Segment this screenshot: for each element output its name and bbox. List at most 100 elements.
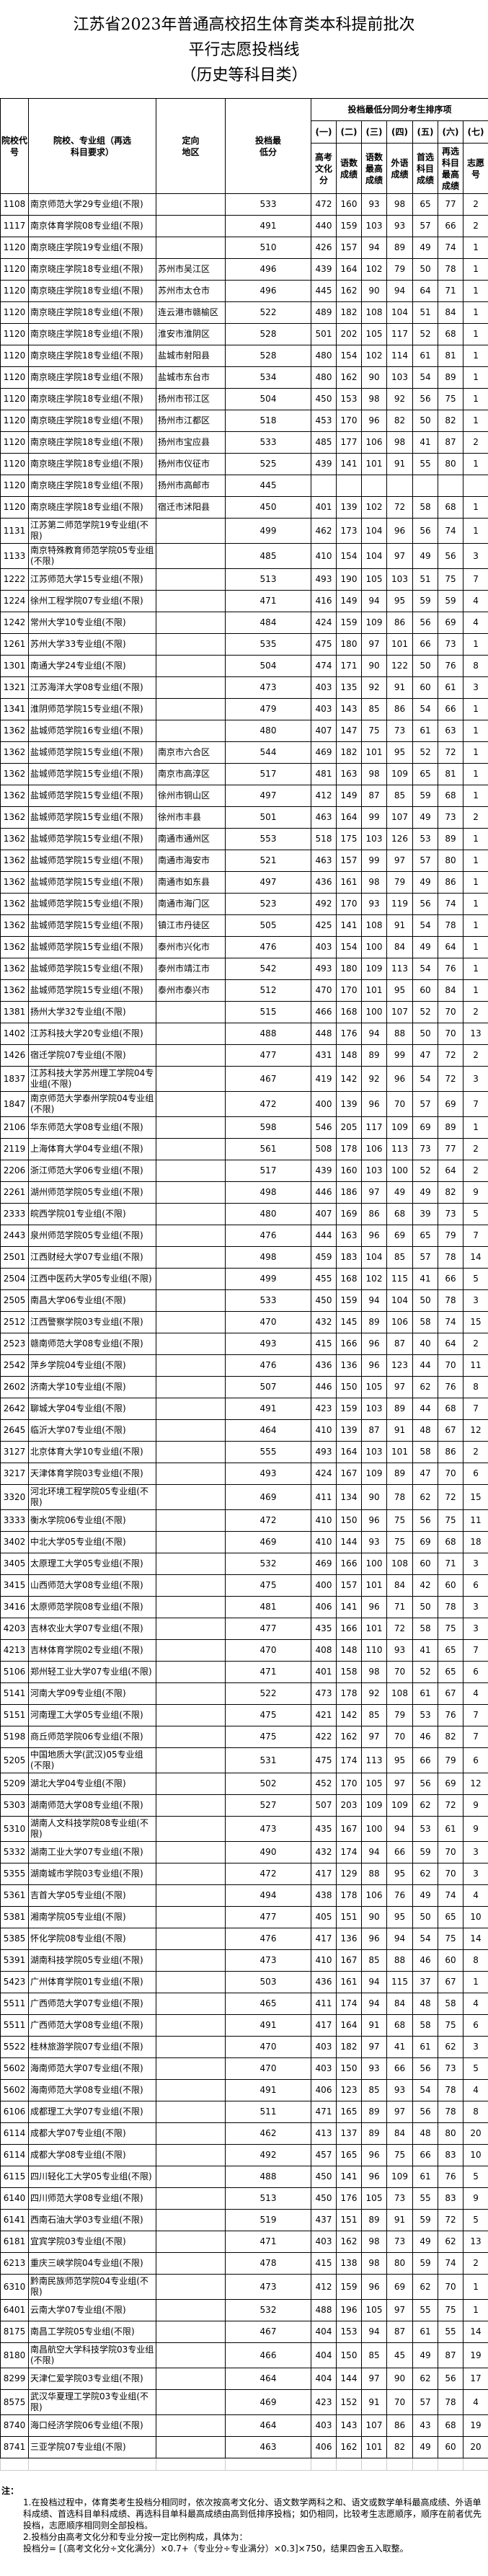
cell-culture-score: 493 [311,569,337,591]
cell-chinese-math: 176 [337,1023,362,1045]
cell-preference-no: 18 [463,1532,488,1553]
cell-preference-no: 1 [463,259,488,281]
cell-min-score: 492 [226,2145,311,2166]
cell-chinese-math: 154 [337,937,362,958]
cell-preference-no: 4 [463,2080,488,2101]
cell-name: 江苏科技大学20专业组(不限) [29,1023,156,1045]
cell-first-subject: 49 [413,1885,438,1907]
cell-chinese-math-max: 98 [362,389,387,410]
cell-second-subject-max: 81 [438,345,463,367]
cell-foreign-lang: 90 [387,2368,413,2390]
cell-first-subject: 49 [413,807,438,829]
cell-foreign-lang: 88 [387,1023,413,1045]
cell-min-score: 485 [226,544,311,569]
cell-second-subject-max: 75 [438,2015,463,2037]
cell-foreign-lang: 98 [387,194,413,216]
cell-name: 盐城师范学院15专业组(不限) [29,958,156,980]
cell-culture-score: 492 [311,894,337,915]
cell-foreign-lang: 45 [387,2343,413,2368]
cell-preference-no: 8 [463,2101,488,2123]
cell-foreign-lang: 86 [387,2415,413,2437]
cell-culture-score: 413 [311,2123,337,2145]
cell-chinese-math-max: 96 [362,1510,387,1532]
cell-code: 1321 [1,677,29,699]
cell-min-score: 513 [226,2188,311,2210]
cell-region [156,2275,226,2300]
cell-min-score: 480 [226,720,311,742]
cell-name: 南昌工学院05专业组(不限) [29,2321,156,2343]
cell-chinese-math-max: 103 [362,1442,387,1463]
cell-preference-no: 1 [463,872,488,894]
cell-min-score: 476 [226,937,311,958]
cell-name: 南京师范大学29专业组(不限) [29,194,156,216]
cell-preference-no: 4 [463,612,488,634]
cell-culture-score: 417 [311,1928,337,1950]
cell-first-subject: 48 [413,1993,438,2015]
cell-name: 四川师范大学08专业组(不限) [29,2188,156,2210]
cell-chinese-math: 165 [337,2145,362,2166]
cell-second-subject-max: 71 [438,281,463,302]
cell-culture-score: 415 [311,2253,337,2275]
cell-code: 3333 [1,1510,29,1532]
cell-second-subject-max: 78 [438,1247,463,1269]
cell-region [156,2080,226,2101]
cell-preference-no: 14 [463,1928,488,1950]
cell-first-subject: 50 [413,1290,438,1312]
cell-region [156,2101,226,2123]
cell-second-subject-max: 89 [438,1117,463,1139]
cell-preference-no: 13 [463,1023,488,1045]
cell-code: 5141 [1,1683,29,1705]
cell-foreign-lang: 91 [387,1420,413,1442]
cell-culture-score: 501 [311,324,337,345]
cell-region: 扬州市邗江区 [156,389,226,410]
cell-chinese-math: 158 [337,1662,362,1683]
cell-second-subject-max: 69 [438,1092,463,1117]
cell-preference-no: 5 [463,2210,488,2231]
cell-min-score: 512 [226,980,311,1002]
cell-code: 1120 [1,324,29,345]
cell-second-subject-max: 75 [438,569,463,591]
cell-region [156,1510,226,1532]
cell-chinese-math-max: 109 [362,1463,387,1485]
cell-first-subject: 49 [413,2343,438,2368]
cell-min-score: 477 [226,1045,311,1067]
cell-min-score: 532 [226,1553,311,1575]
cell-foreign-lang: 73 [387,720,413,742]
cell-region [156,2188,226,2210]
cell-chinese-math: 141 [337,454,362,475]
cell-first-subject: 56 [413,1773,438,1795]
cell-chinese-math: 160 [337,194,362,216]
cell-first-subject: 40 [413,1333,438,1355]
cell-region [156,1950,226,1972]
cell-first-subject: 59 [413,1842,438,1863]
cell-first-subject: 57 [413,850,438,872]
cell-chinese-math-max: 104 [362,1247,387,1269]
cell-chinese-math: 164 [337,1442,362,1463]
cell-chinese-math-max: 89 [362,1312,387,1333]
cell-culture-score: 423 [311,1398,337,1420]
cell-preference-no: 1 [463,1117,488,1139]
note-2: 2.投档分由高考文化分和专业分按一定比例构成，具体为： [1,2531,487,2543]
cell-name: 皖西学院01专业组(不限) [29,1204,156,1225]
cell-preference-no: 3 [463,1863,488,1885]
cell-culture-score: 407 [311,720,337,742]
cell-foreign-lang: 109 [387,764,413,785]
cell-preference-no: 4 [463,591,488,612]
cell-name: 盐城师范学院15专业组(不限) [29,937,156,958]
cell-name: 华东师范大学08专业组(不限) [29,1117,156,1139]
cell-name: 盐城师范学院15专业组(不限) [29,915,156,937]
cell-region [156,1618,226,1640]
cell-first-subject: 57 [413,2390,438,2415]
cell-second-subject-max: 73 [438,1204,463,1225]
cell-chinese-math: 152 [337,2390,362,2415]
cell-culture-score: 403 [311,2231,337,2253]
cell-region [156,1817,226,1842]
cell-region [156,1092,226,1117]
cell-chinese-math-max: 102 [362,345,387,367]
cell-chinese-math-max: 103 [362,1160,387,1182]
cell-min-score: 476 [226,1928,311,1950]
cell-min-score: 497 [226,872,311,894]
